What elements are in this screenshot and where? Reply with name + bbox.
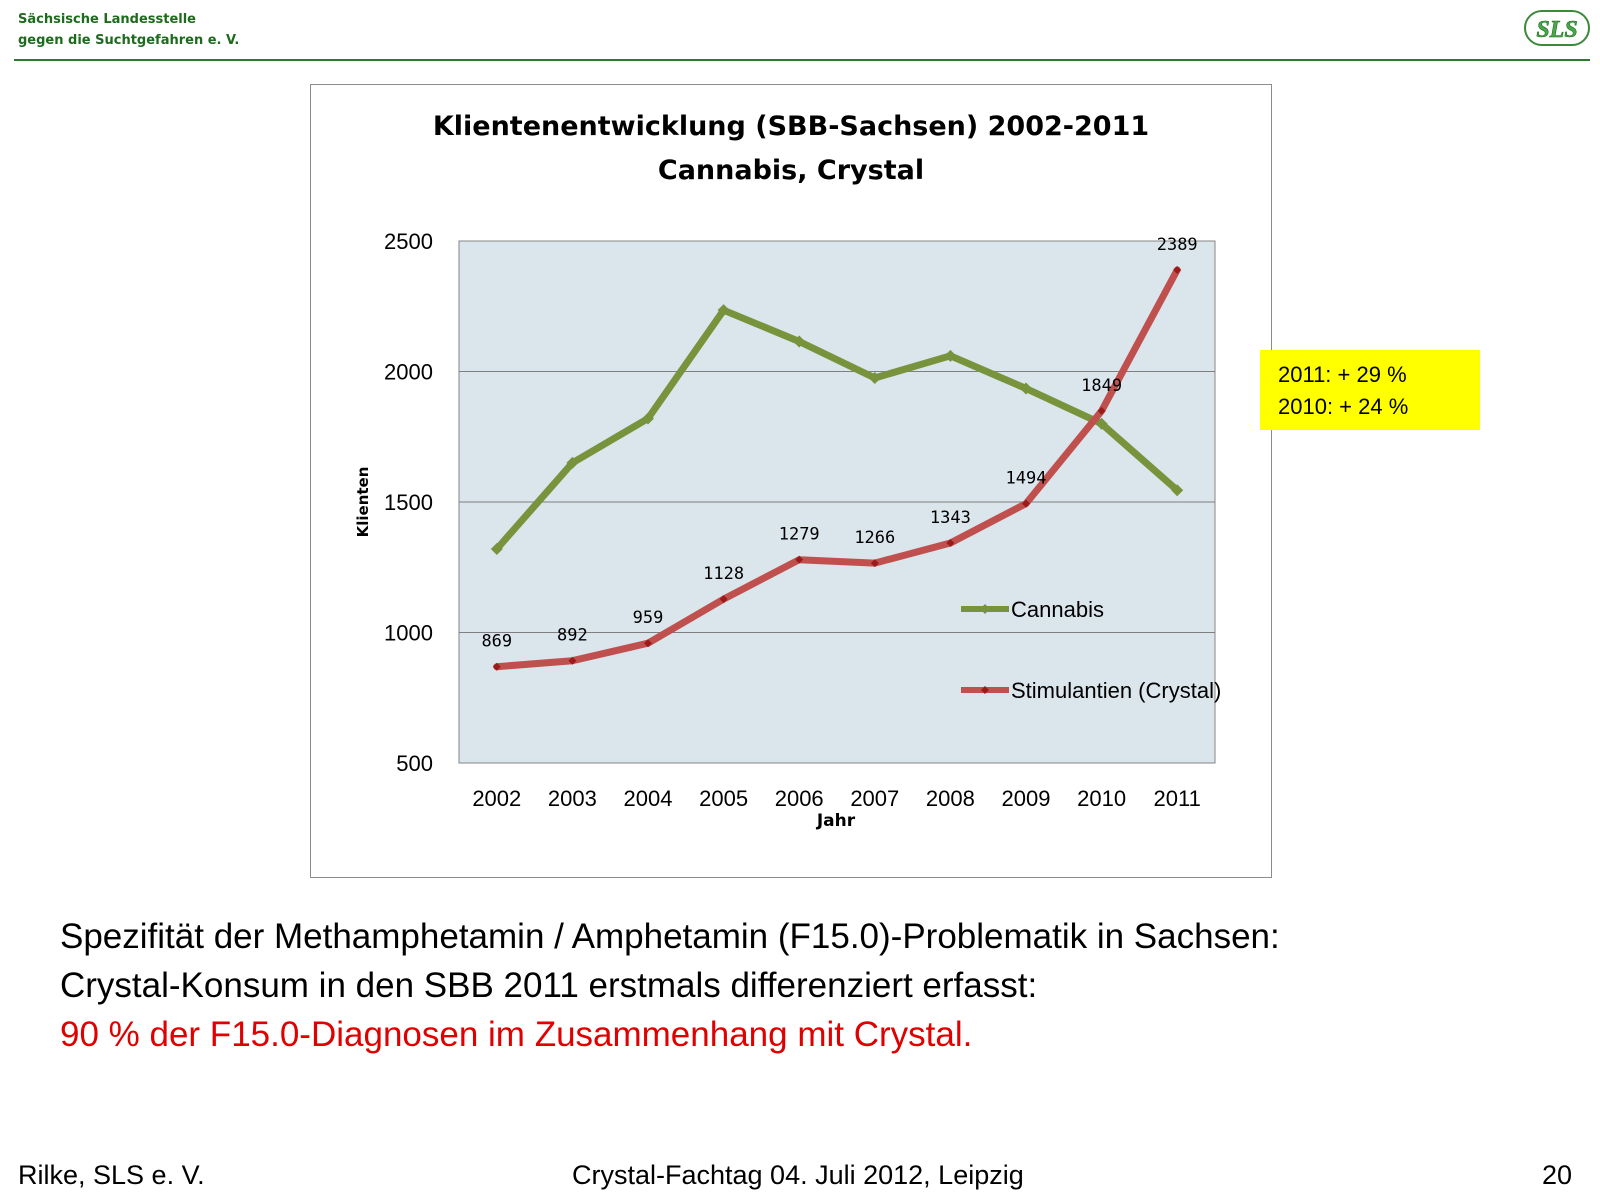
x-axis-ticks: 2002 2003 2004 2005 2006 2007 2008 2009 2010 2011: [472, 786, 1201, 811]
sls-logo: SLS: [1524, 10, 1590, 46]
legend-marker-crystal: [981, 686, 989, 694]
body-line-2: Crystal-Konsum in den SBB 2011 erstmals …: [60, 966, 1038, 1005]
y-tick-label: 1000: [384, 621, 433, 646]
legend: Cannabis Stimulantien (Crystal): [961, 597, 1221, 703]
data-label: 959: [633, 608, 664, 628]
x-tick-label: 2010: [1077, 786, 1126, 811]
x-tick-label: 2004: [624, 786, 673, 811]
data-point-crystal: [719, 595, 728, 604]
y-axis-label: Klienten: [354, 467, 372, 538]
data-point-crystal: [1022, 499, 1030, 508]
data-point-cannabis: [642, 412, 654, 425]
data-label: 1849: [1081, 376, 1122, 396]
chart-container: Klientenentwicklung (SBB-Sachsen) 2002-2…: [310, 84, 1272, 878]
data-label: 869: [481, 632, 512, 652]
x-axis-label: Jahr: [816, 811, 856, 831]
y-axis-ticks: 500 1000 1500 2000 2500: [384, 229, 433, 776]
x-tick-label: 2005: [699, 786, 748, 811]
x-tick-label: 2009: [1002, 786, 1051, 811]
series-line-crystal: [493, 266, 1181, 671]
organization-name: Sächsische Landesstelle gegen die Suchtg…: [18, 9, 239, 51]
data-point-crystal: [946, 538, 955, 547]
plot-border: [458, 240, 1216, 764]
legend-label-crystal: Stimulantien (Crystal): [1011, 678, 1221, 703]
x-tick-label: 2003: [548, 786, 597, 811]
series-layer: [490, 265, 1184, 671]
y-tick-label: 500: [396, 751, 433, 776]
data-point-crystal: [568, 656, 577, 665]
y-tick-label: 1500: [384, 490, 433, 515]
data-point-cannabis: [1171, 484, 1184, 497]
data-point-cannabis: [868, 372, 881, 385]
footer-page-number: 20: [1541, 1160, 1572, 1190]
body-line-1: Spezifität der Methamphetamin / Amphetam…: [60, 917, 1280, 956]
y-tick-label: 2000: [384, 360, 433, 385]
footer-author: Rilke, SLS e. V.: [18, 1160, 205, 1190]
x-tick-label: 2008: [926, 786, 975, 811]
slide-body: Spezifität der Methamphetamin / Amphetam…: [60, 912, 1560, 1059]
organization-name-line1: Sächsische Landesstelle: [18, 12, 197, 27]
data-point-cannabis: [793, 335, 806, 348]
legend-item-cannabis: Cannabis: [961, 597, 1104, 622]
chart-svg: Klientenentwicklung (SBB-Sachsen) 2002-2…: [354, 111, 1221, 831]
x-tick-label: 2007: [850, 786, 899, 811]
sls-logo-text: SLS: [1536, 17, 1577, 43]
data-point-cannabis: [490, 542, 503, 555]
callout-line-2011: 2011: + 29 %: [1278, 362, 1407, 387]
x-tick-label: 2002: [472, 786, 521, 811]
y-tick-label: 2500: [384, 229, 433, 254]
callout-line-2010: 2010: + 24 %: [1278, 394, 1409, 419]
footer-event: Crystal-Fachtag 04. Juli 2012, Leipzig: [572, 1160, 1024, 1190]
data-point-crystal: [492, 662, 501, 671]
legend-marker-cannabis: [980, 604, 990, 614]
body-line-3-highlight: 90 % der F15.0-Diagnosen im Zusammenhang…: [60, 1015, 973, 1054]
data-labels: 869 892 959 1128 1279 1266 1343 1494 1849 2389: [481, 235, 1197, 652]
data-label: 2389: [1157, 235, 1198, 255]
data-point-cannabis: [717, 304, 730, 317]
legend-label-cannabis: Cannabis: [1011, 597, 1104, 622]
series-line-cannabis: [493, 306, 1181, 553]
data-point-crystal: [1097, 406, 1106, 415]
x-tick-label: 2006: [775, 786, 824, 811]
data-label: 892: [557, 626, 588, 646]
data-point-cannabis: [1020, 382, 1032, 395]
chart-title: Klientenentwicklung (SBB-Sachsen) 2002-2…: [433, 111, 1149, 142]
data-label: 1494: [1006, 469, 1047, 489]
legend-item-crystal: Stimulantien (Crystal): [961, 678, 1221, 703]
data-label: 1266: [854, 528, 895, 548]
data-point-crystal: [644, 639, 652, 648]
header-divider: [14, 59, 1590, 61]
growth-callout: 2011: + 29 % 2010: + 24 %: [1260, 350, 1480, 430]
organization-name-line2: gegen die Suchtgefahren e. V.: [18, 33, 240, 48]
data-label: 1343: [930, 508, 971, 528]
chart-subtitle: Cannabis, Crystal: [658, 155, 924, 186]
data-label: 1128: [703, 564, 744, 584]
x-tick-label: 2011: [1154, 786, 1201, 811]
data-point-crystal: [870, 559, 879, 568]
data-label: 1279: [779, 525, 820, 545]
data-point-crystal: [1173, 265, 1182, 274]
data-point-cannabis: [1095, 417, 1108, 430]
data-point-cannabis: [944, 349, 957, 362]
data-point-cannabis: [566, 456, 579, 469]
data-point-crystal: [795, 555, 804, 564]
